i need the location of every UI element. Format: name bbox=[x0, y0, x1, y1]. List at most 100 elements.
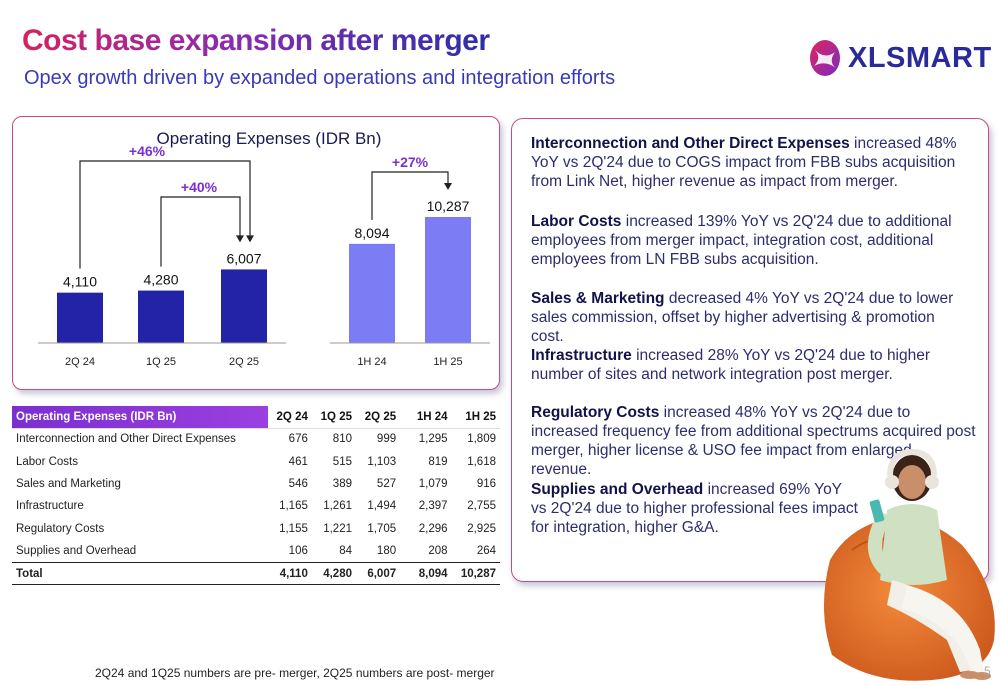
table-cell-value: 1,295 bbox=[418, 433, 448, 446]
bar bbox=[221, 269, 267, 343]
commentary-body: increased 139% YoY vs 2Q'24 due to addit… bbox=[531, 213, 952, 268]
commentary-item: Labor Costs increased 139% YoY vs 2Q'24 … bbox=[531, 212, 971, 269]
x-tick-label: 1Q 25 bbox=[146, 356, 176, 368]
table-cell-value: 819 bbox=[428, 455, 448, 468]
page-number: 5 bbox=[984, 664, 991, 678]
growth-arrowhead bbox=[246, 235, 254, 243]
table-cell-value: 4,110 bbox=[267, 561, 312, 586]
table-cell-value: 916 bbox=[476, 477, 496, 490]
table-gap bbox=[400, 406, 409, 428]
table-cell-value: 1,494 bbox=[367, 500, 397, 513]
commentary-heading: Supplies and Overhead bbox=[531, 481, 704, 498]
table-header-2q25: 2Q 25 bbox=[355, 406, 401, 428]
table-cell-value: 527 bbox=[376, 477, 397, 490]
table-header-row: Operating Expenses (IDR Bn) 2Q 24 1Q 25 … bbox=[12, 406, 500, 428]
table-cell-value: 264 bbox=[476, 544, 496, 557]
growth-connector bbox=[79, 160, 251, 269]
growth-arrowhead bbox=[236, 235, 244, 243]
opex-chart-card: Operating Expenses (IDR Bn) 4,110 2Q 24 4,… bbox=[12, 116, 500, 390]
table-gap bbox=[400, 518, 408, 540]
bar bbox=[425, 217, 471, 343]
bar bbox=[138, 290, 184, 343]
table-cell-label: Infrastructure bbox=[16, 500, 84, 513]
table-header-1h25: 1H 25 bbox=[451, 406, 500, 428]
commentary-body: increased 48% YoY vs 2Q'24 due to COGS i… bbox=[531, 135, 957, 190]
commentary-item: Infrastructure increased 28% YoY vs 2Q'2… bbox=[531, 346, 979, 384]
table-cell-value: 1,261 bbox=[323, 500, 352, 513]
growth-connector bbox=[371, 171, 449, 220]
growth-label: +40% bbox=[181, 179, 218, 195]
x-tick-label: 2Q 24 bbox=[65, 356, 95, 368]
table-cell-value: 389 bbox=[332, 477, 352, 490]
xlsmart-logo-icon bbox=[810, 40, 840, 76]
page-title: Cost base expansion after merger bbox=[22, 24, 490, 57]
growth-connector bbox=[160, 196, 241, 267]
bar-value-label: 4,280 bbox=[143, 272, 178, 288]
table-cell-value: 2,925 bbox=[467, 522, 496, 535]
table-cell-value: 999 bbox=[376, 433, 397, 446]
commentary-item: Supplies and Overhead increased 69% YoY … bbox=[531, 480, 861, 537]
bar-value-label: 10,287 bbox=[427, 198, 470, 214]
table-header-1h24: 1H 24 bbox=[408, 406, 452, 428]
table-cell-label: Labor Costs bbox=[16, 455, 79, 468]
table-gap bbox=[400, 540, 408, 562]
table-cell-value: 10,287 bbox=[451, 561, 500, 586]
table-row: Interconnection and Other Direct Expense… bbox=[12, 428, 500, 450]
table-cell-value: 515 bbox=[332, 455, 352, 468]
commentary-body: increased 28% YoY vs 2Q'24 due to higher… bbox=[531, 347, 931, 383]
commentary-heading: Sales & Marketing bbox=[531, 290, 665, 307]
commentary-heading: Regulatory Costs bbox=[531, 404, 660, 421]
table-cell-value: 1,165 bbox=[279, 500, 308, 513]
footnote: 2Q24 and 1Q25 numbers are pre- merger, 2… bbox=[95, 666, 495, 680]
table-cell-value: 546 bbox=[288, 477, 308, 490]
table-cell-value: 84 bbox=[339, 544, 352, 557]
table-cell-label: Supplies and Overhead bbox=[16, 544, 137, 557]
table-gap bbox=[400, 450, 408, 472]
table-row: Labor Costs 461 515 1,103 819 1,618 bbox=[12, 450, 500, 472]
table-cell-value: 2,397 bbox=[418, 500, 448, 513]
commentary-heading: Interconnection and Other Direct Expense… bbox=[531, 135, 850, 152]
table-cell-value: 1,103 bbox=[367, 455, 397, 468]
table-cell-value: 180 bbox=[376, 544, 397, 557]
table-gap bbox=[400, 473, 408, 495]
table-row: Regulatory Costs 1,155 1,221 1,705 2,296 2,92… bbox=[12, 518, 500, 540]
table-cell-value: 2,755 bbox=[467, 500, 496, 513]
page-subtitle: Opex growth driven by expanded operation… bbox=[24, 67, 616, 89]
table-row: Supplies and Overhead 106 84 180 208 264 bbox=[12, 540, 500, 562]
brand-logo: XLSMART bbox=[808, 38, 991, 80]
table-cell-value: 6,007 bbox=[355, 561, 401, 586]
bar-value-label: 8,094 bbox=[354, 225, 389, 241]
table-cell-label: Total bbox=[12, 561, 268, 586]
commentary-item: Interconnection and Other Direct Expense… bbox=[531, 134, 976, 191]
bar-value-label: 4,110 bbox=[63, 274, 97, 290]
table-gap bbox=[400, 561, 409, 586]
commentary-item: Sales & Marketing decreased 4% YoY vs 2Q… bbox=[531, 289, 961, 346]
table-row: Infrastructure 1,165 1,261 1,494 2,397 2,755 bbox=[12, 495, 500, 517]
chart-title: Operating Expenses (IDR Bn) bbox=[157, 129, 382, 148]
brand-name: XLSMART bbox=[848, 42, 992, 74]
table-cell-value: 1,809 bbox=[467, 433, 496, 446]
table-header-2q24: 2Q 24 bbox=[267, 406, 312, 428]
table-gap bbox=[400, 428, 408, 450]
commentary-body: increased 69% YoY vs 2Q'24 due to higher… bbox=[531, 481, 858, 536]
opex-table: Operating Expenses (IDR Bn) 2Q 24 1Q 25 … bbox=[12, 406, 500, 586]
x-tick-label: 2Q 25 bbox=[229, 356, 259, 368]
table-cell-label: Interconnection and Other Direct Expense… bbox=[16, 433, 236, 446]
bar-value-label: 6,007 bbox=[226, 250, 261, 266]
table-gap bbox=[400, 495, 408, 517]
table-cell-value: 8,094 bbox=[408, 561, 452, 586]
commentary-body: increased 48% YoY vs 2Q'24 due to increa… bbox=[531, 404, 976, 478]
x-tick-label: 1H 25 bbox=[433, 356, 462, 368]
table-cell-value: 1,618 bbox=[467, 455, 496, 468]
table-header-1q25: 1Q 25 bbox=[311, 406, 356, 428]
commentary-heading: Labor Costs bbox=[531, 213, 622, 230]
table-cell-value: 1,155 bbox=[279, 522, 308, 535]
table-cell-value: 676 bbox=[288, 433, 308, 446]
growth-label: +46% bbox=[129, 143, 166, 159]
table-cell-value: 810 bbox=[332, 433, 352, 446]
woman-on-beanbag-image bbox=[823, 448, 995, 681]
table-cell-label: Regulatory Costs bbox=[16, 522, 105, 535]
table-cell-value: 106 bbox=[288, 544, 308, 557]
table-row: Sales and Marketing 546 389 527 1,079 916 bbox=[12, 473, 500, 495]
table-cell-value: 1,079 bbox=[418, 477, 448, 490]
